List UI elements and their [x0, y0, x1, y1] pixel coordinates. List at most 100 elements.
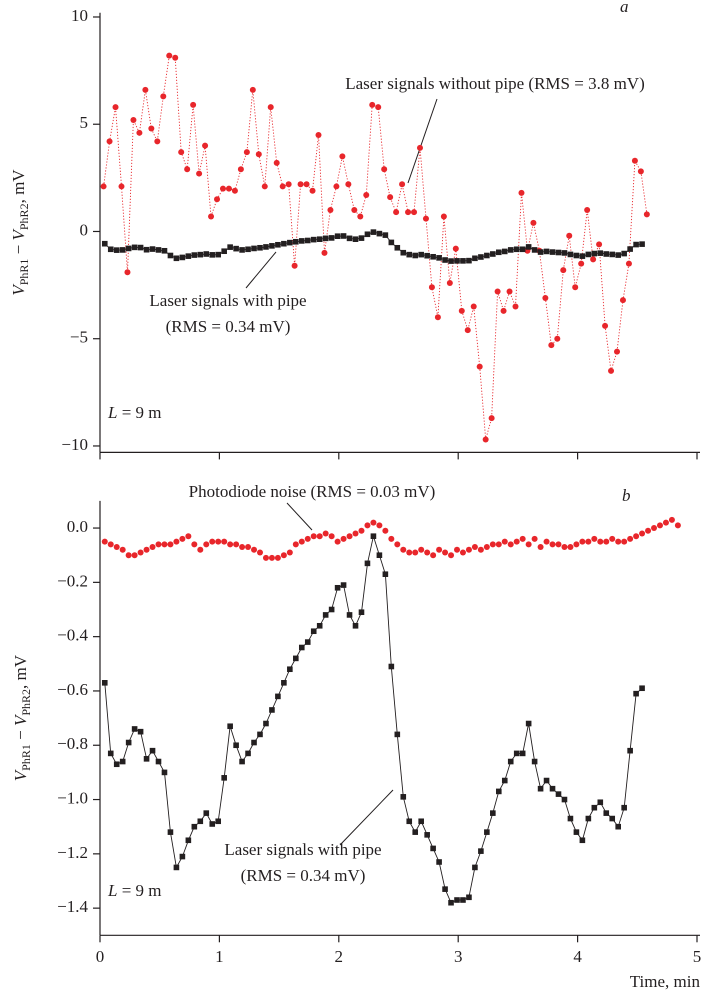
data-point: [530, 219, 537, 226]
data-point: [406, 549, 413, 556]
data-point: [500, 307, 507, 314]
data-point: [585, 251, 592, 258]
data-point: [394, 541, 401, 548]
data-point: [215, 251, 222, 258]
data-point: [585, 815, 592, 822]
data-point: [388, 535, 395, 542]
data-point: [328, 235, 335, 241]
data-point: [472, 255, 478, 262]
length-label: L = 9 m: [107, 881, 162, 900]
data-point: [166, 52, 173, 59]
data-point: [464, 327, 471, 334]
data-point: [333, 183, 340, 190]
data-point: [233, 742, 239, 749]
panel-label: a: [620, 0, 629, 16]
data-point: [591, 535, 598, 542]
data-point: [221, 538, 228, 545]
data-point: [322, 530, 329, 537]
data-point: [315, 131, 322, 138]
data-point: [512, 303, 519, 310]
data-point: [197, 818, 204, 825]
y-tick-label: −5: [70, 328, 88, 347]
data-point: [424, 832, 430, 838]
data-point: [625, 260, 632, 267]
data-point: [561, 544, 568, 551]
data-point: [291, 262, 298, 269]
data-point: [458, 307, 465, 314]
data-point: [370, 519, 377, 526]
data-point: [495, 249, 502, 256]
data-point: [442, 257, 448, 263]
data-point: [585, 538, 592, 545]
data-point: [376, 230, 383, 237]
data-point: [436, 859, 442, 865]
data-point: [263, 720, 269, 727]
data-point: [303, 181, 310, 188]
data-point: [440, 213, 447, 220]
data-point: [573, 829, 580, 835]
data-point: [651, 525, 658, 532]
data-point: [130, 116, 137, 123]
data-point: [118, 183, 125, 190]
data-point: [466, 257, 472, 264]
leader-line: [407, 98, 438, 184]
data-point: [225, 185, 232, 192]
data-point: [202, 142, 209, 149]
data-point: [400, 249, 407, 256]
data-point: [239, 247, 245, 253]
data-point: [357, 213, 364, 220]
leader-line: [339, 789, 394, 846]
data-point: [245, 544, 252, 551]
data-point: [478, 254, 484, 260]
data-point: [215, 538, 222, 545]
data-point: [304, 237, 311, 244]
data-point: [287, 239, 293, 246]
length-label-part: = 9 m: [117, 881, 161, 900]
data-point: [591, 250, 598, 257]
data-point: [484, 252, 490, 259]
data-point: [358, 609, 365, 616]
data-point: [334, 538, 341, 545]
data-point: [430, 845, 436, 852]
data-point: [364, 231, 371, 238]
data-point: [495, 788, 502, 795]
data-point: [591, 804, 598, 811]
data-point: [101, 240, 108, 247]
data-point: [358, 527, 365, 534]
data-point: [572, 284, 579, 291]
data-point: [674, 522, 681, 529]
data-point: [178, 149, 185, 156]
data-point: [340, 582, 347, 588]
panel-label: b: [622, 486, 631, 505]
data-point: [478, 848, 484, 854]
data-point: [358, 235, 365, 241]
data-point: [555, 541, 562, 548]
data-point: [274, 554, 281, 561]
data-point: [257, 731, 263, 738]
data-point: [298, 644, 305, 651]
y-axis-label-part: V: [11, 713, 30, 726]
data-point: [172, 54, 179, 61]
data-point: [196, 170, 203, 177]
data-point: [352, 236, 359, 242]
data-point: [100, 183, 107, 190]
data-point: [631, 157, 638, 164]
data-point: [203, 810, 210, 816]
data-point: [268, 554, 275, 561]
data-point: [297, 181, 304, 188]
data-point: [387, 194, 394, 201]
data-point: [405, 209, 412, 216]
data-point: [137, 549, 144, 556]
data-point: [251, 245, 257, 252]
data-point: [340, 233, 347, 239]
y-axis-label-part: PhR2: [17, 203, 31, 230]
annotation: Photodiode noise (RMS = 0.03 mV): [189, 482, 436, 501]
data-point: [327, 207, 334, 214]
y-tick-label: −0.8: [57, 734, 88, 753]
data-point: [400, 794, 407, 800]
data-point: [113, 761, 120, 768]
data-point: [471, 544, 478, 551]
data-point: [328, 533, 335, 540]
data-point: [430, 253, 436, 260]
data-point: [639, 685, 645, 692]
